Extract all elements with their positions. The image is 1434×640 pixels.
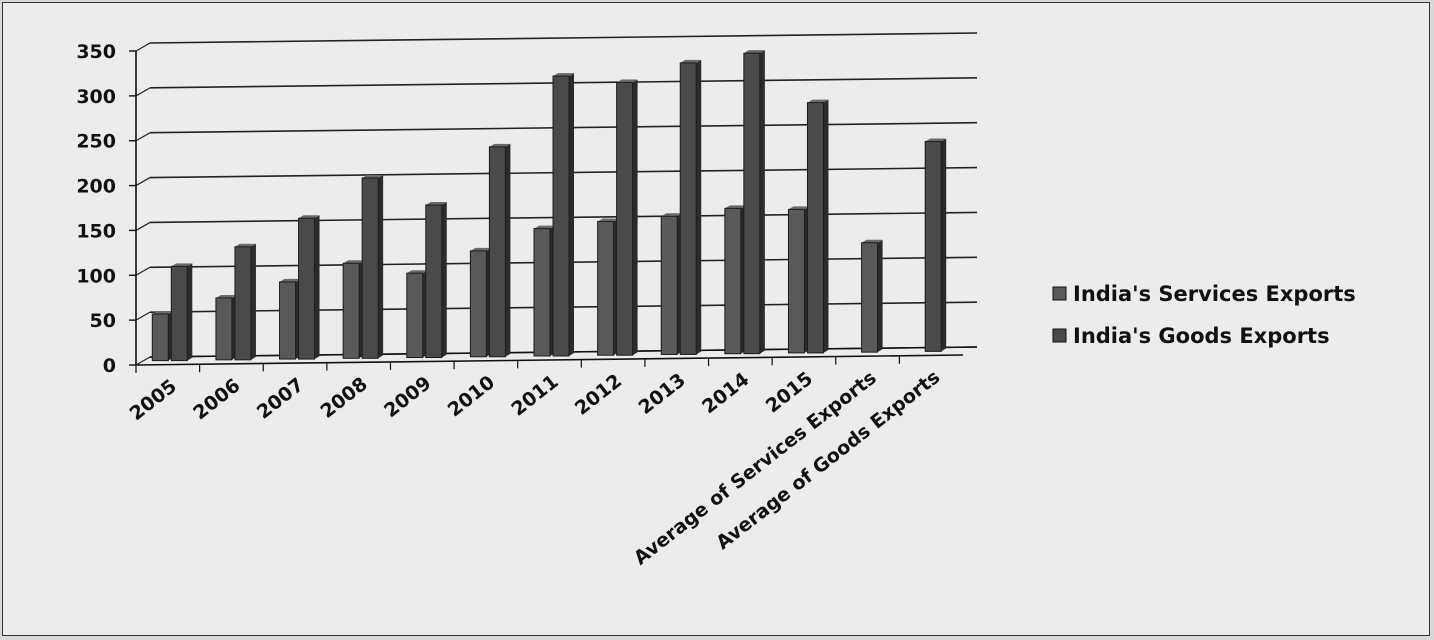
bar-services-10 <box>787 206 810 354</box>
x-category-label: 2012 <box>571 370 626 420</box>
x-category-label: 2013 <box>635 369 690 419</box>
x-category-label: 2005 <box>126 375 181 425</box>
x-axis-line <box>135 354 964 366</box>
x-category-label: 2008 <box>317 373 372 423</box>
bar-services-2 <box>279 278 301 360</box>
bar-goods-12 <box>924 138 947 352</box>
bar-services-11 <box>861 239 883 353</box>
y-axis-tick-labels: 0 50 100 150 200 250 300 350 <box>76 41 136 377</box>
legend: India's Services Exports India's Goods Ex… <box>1052 282 1356 348</box>
y-tick-label: 350 <box>76 41 116 63</box>
bar-services-3 <box>342 260 365 359</box>
legend-label: India's Goods Exports <box>1073 324 1330 348</box>
gridline-side <box>135 42 151 52</box>
y-tick-label: 100 <box>76 265 116 287</box>
y-tick-label: 50 <box>90 310 116 332</box>
bar-goods-0 <box>170 263 193 362</box>
bar-services-1 <box>215 294 237 361</box>
bar-goods-9 <box>743 50 765 355</box>
x-category-label: 2006 <box>189 374 244 424</box>
x-category-label: 2014 <box>698 368 753 418</box>
bar-services-6 <box>533 225 555 357</box>
legend-swatch <box>1052 328 1067 343</box>
y-tick-label: 200 <box>76 176 116 198</box>
bar-services-5 <box>469 247 492 358</box>
bar-services-0 <box>151 310 174 362</box>
x-category-label: 2009 <box>380 372 435 422</box>
bars <box>151 50 947 362</box>
legend-label: India's Services Exports <box>1073 282 1356 306</box>
bar-services-8 <box>660 213 683 355</box>
x-category-label: 2007 <box>253 374 308 424</box>
y-tick-label: 300 <box>76 86 116 108</box>
y-tick-label: 250 <box>76 131 116 153</box>
gridline-side <box>135 311 151 321</box>
gridline-side <box>135 356 151 366</box>
bar-goods-10 <box>806 99 829 354</box>
x-category-label: 2011 <box>507 371 562 421</box>
bar-goods-5 <box>488 143 511 358</box>
gridline <box>149 32 978 44</box>
legend-entry: India's Goods Exports <box>1052 324 1330 348</box>
gridline-side <box>135 87 151 97</box>
bar-services-4 <box>406 270 428 359</box>
bar-goods-4 <box>425 202 447 359</box>
bar-services-9 <box>724 205 746 355</box>
bar-goods-7 <box>616 79 638 356</box>
y-tick-label: 150 <box>76 220 116 242</box>
bar-services-7 <box>597 218 619 356</box>
legend-entry: India's Services Exports <box>1052 282 1356 306</box>
y-tick-label: 0 <box>103 355 116 377</box>
bar-goods-3 <box>361 174 384 359</box>
legend-swatch <box>1052 286 1067 301</box>
gridline-side <box>135 177 151 187</box>
x-category-label: 2010 <box>444 371 499 421</box>
gridline-side <box>135 132 151 142</box>
gridline-side <box>135 266 151 276</box>
bar-goods-1 <box>234 243 256 361</box>
gridline-side <box>135 221 151 231</box>
bar-goods-2 <box>298 215 320 360</box>
bar-goods-8 <box>679 59 702 355</box>
bar-goods-6 <box>552 73 574 357</box>
x-category-label: 2015 <box>762 368 817 418</box>
x-axis-category-labels: 2005 2006 2007 2008 2009 2010 2011 2012 2013 2014… <box>126 355 944 569</box>
